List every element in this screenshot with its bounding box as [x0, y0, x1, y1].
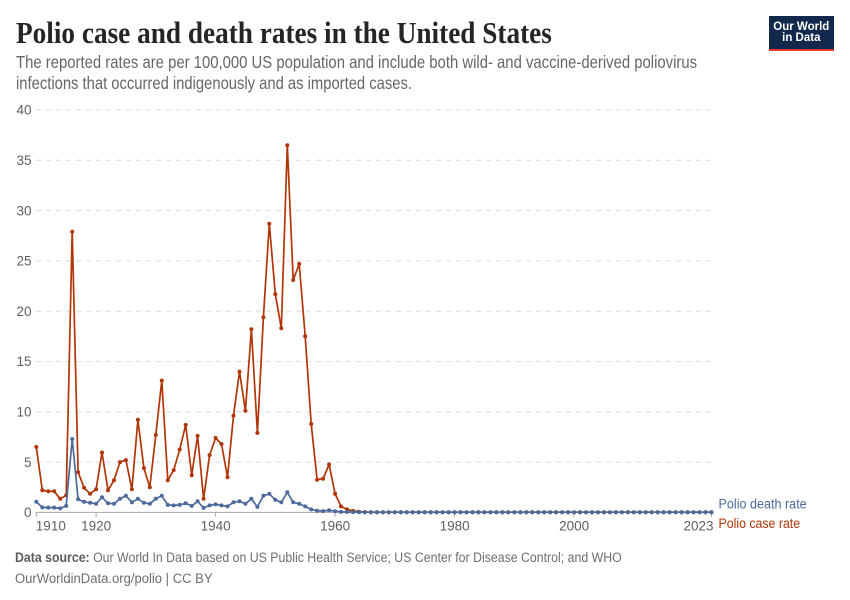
svg-text:2000: 2000 [559, 519, 589, 534]
svg-text:1920: 1920 [81, 519, 111, 534]
svg-text:25: 25 [16, 254, 31, 269]
svg-text:30: 30 [16, 203, 31, 218]
svg-text:40: 40 [16, 103, 31, 118]
svg-text:1980: 1980 [440, 519, 470, 534]
svg-text:2023: 2023 [683, 519, 713, 534]
svg-text:5: 5 [24, 455, 32, 470]
svg-text:1960: 1960 [320, 519, 350, 534]
svg-text:Polio case rate: Polio case rate [719, 516, 801, 531]
svg-text:0: 0 [24, 505, 32, 520]
svg-text:10: 10 [16, 405, 31, 420]
svg-text:1910: 1910 [36, 519, 66, 534]
svg-text:20: 20 [16, 304, 31, 319]
svg-text:35: 35 [16, 153, 31, 168]
svg-text:1940: 1940 [201, 519, 231, 534]
svg-text:Polio death rate: Polio death rate [719, 497, 807, 512]
svg-text:15: 15 [16, 354, 31, 369]
